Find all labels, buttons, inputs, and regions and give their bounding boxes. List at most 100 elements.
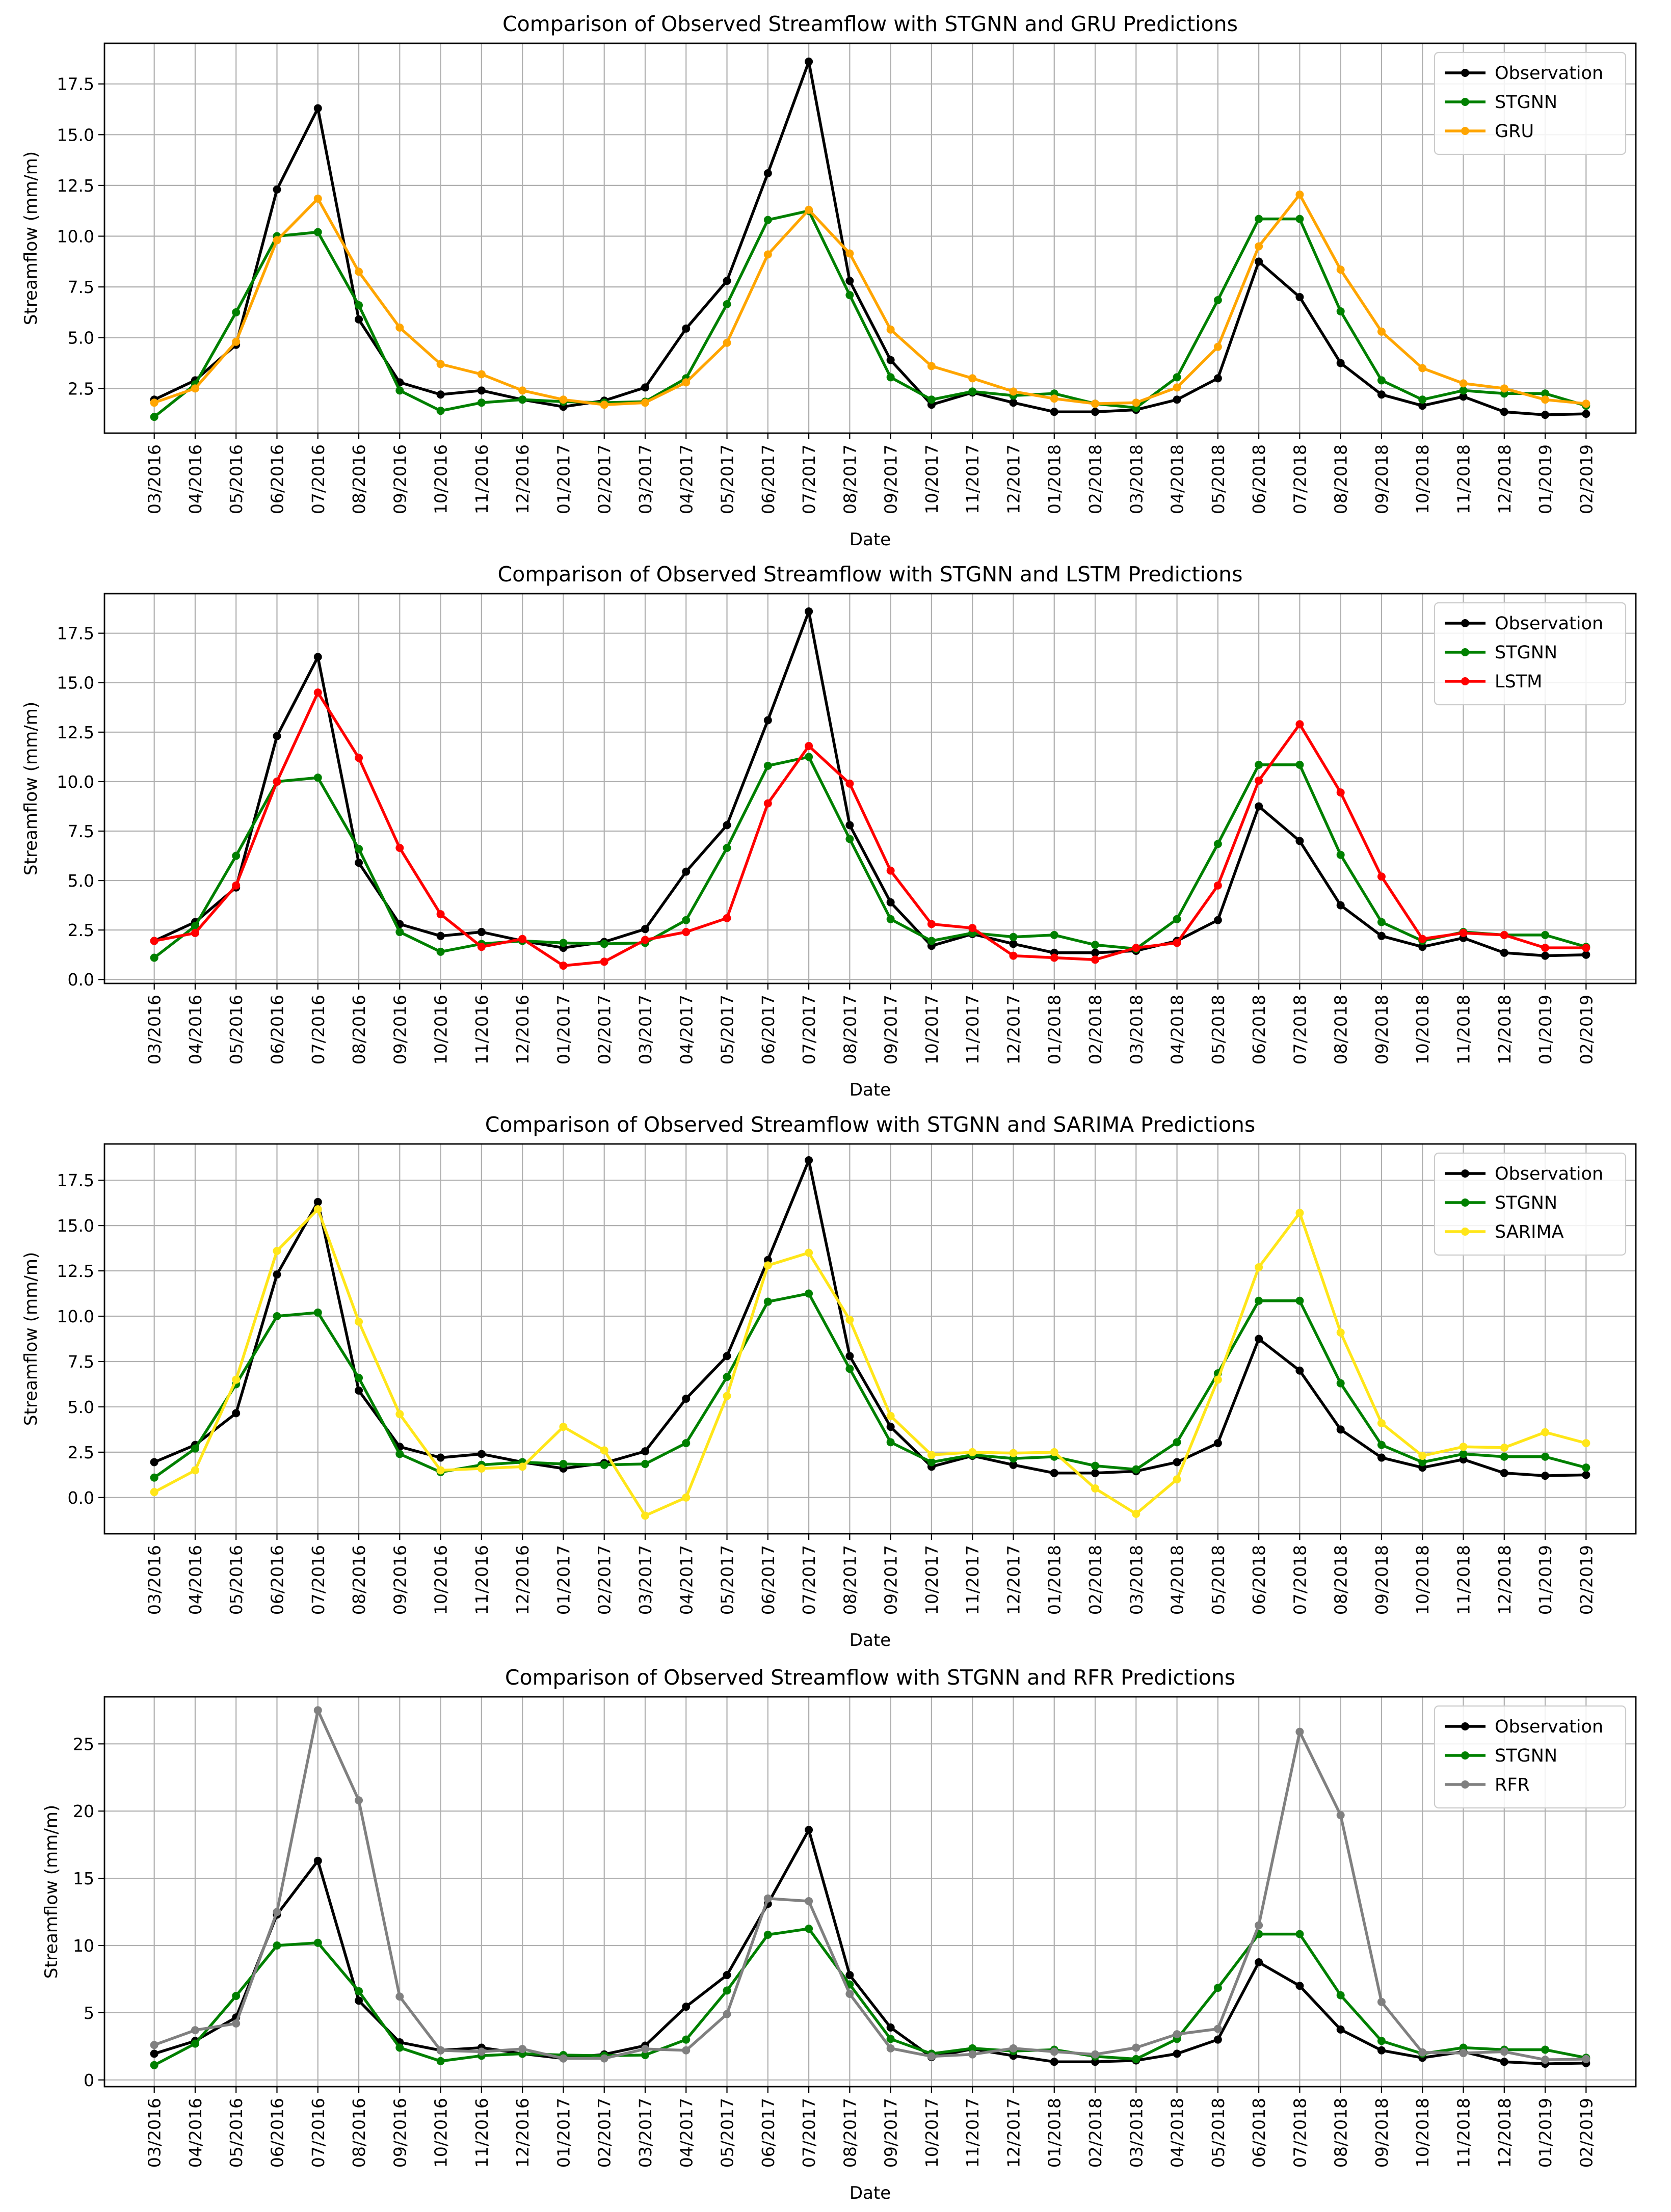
data-point-stgnn bbox=[886, 2035, 895, 2043]
y-axis-label: Streamflow (mm/m) bbox=[21, 151, 41, 325]
y-tick-label: 7.5 bbox=[68, 277, 94, 297]
data-point-observation bbox=[1377, 1453, 1386, 1462]
data-point-gru bbox=[436, 360, 445, 368]
data-point-observation bbox=[477, 928, 486, 937]
data-point-lstm bbox=[641, 936, 649, 944]
data-point-lstm bbox=[273, 777, 281, 786]
data-point-observation bbox=[682, 1394, 691, 1403]
data-point-gru bbox=[191, 384, 199, 393]
data-point-sarima bbox=[1500, 1443, 1508, 1452]
data-point-observation bbox=[1213, 1439, 1222, 1448]
x-tick-label: 11/2016 bbox=[472, 995, 492, 1064]
x-tick-label: 05/2016 bbox=[226, 2098, 246, 2168]
data-point-observation bbox=[1336, 2025, 1345, 2034]
x-tick-label: 12/2018 bbox=[1495, 444, 1515, 514]
data-point-lstm bbox=[1418, 935, 1427, 943]
data-point-lstm bbox=[1213, 881, 1222, 890]
y-tick-label: 7.5 bbox=[68, 1352, 94, 1372]
legend-marker-observation bbox=[1461, 1169, 1469, 1178]
x-tick-label: 12/2018 bbox=[1495, 1545, 1515, 1615]
x-tick-label: 05/2018 bbox=[1208, 444, 1228, 514]
data-point-sarima bbox=[641, 1511, 649, 1520]
x-tick-label: 11/2016 bbox=[472, 2098, 492, 2168]
data-point-stgnn bbox=[313, 1308, 322, 1317]
data-point-observation bbox=[1255, 257, 1263, 266]
data-point-rfr bbox=[600, 2054, 608, 2063]
y-tick-label: 0 bbox=[84, 2070, 94, 2090]
data-point-sarima bbox=[1009, 1449, 1018, 1457]
x-tick-label: 04/2018 bbox=[1168, 1545, 1187, 1615]
data-point-stgnn bbox=[1050, 930, 1058, 939]
data-point-stgnn bbox=[927, 937, 936, 945]
series-line-sarima bbox=[153, 1208, 1587, 1517]
data-point-stgnn bbox=[150, 2061, 158, 2069]
data-point-stgnn bbox=[1336, 850, 1345, 859]
data-point-observation bbox=[436, 931, 445, 940]
data-point-stgnn bbox=[1091, 1461, 1100, 1470]
x-tick-label: 03/2016 bbox=[145, 2098, 165, 2168]
data-point-lstm bbox=[1541, 944, 1550, 952]
data-point-lstm bbox=[1377, 872, 1386, 881]
data-point-stgnn bbox=[886, 1438, 895, 1447]
data-point-observation bbox=[1459, 392, 1468, 401]
data-point-observation bbox=[1336, 901, 1345, 910]
data-point-observation bbox=[805, 57, 813, 66]
data-point-rfr bbox=[1418, 2048, 1427, 2057]
data-point-observation bbox=[1582, 410, 1590, 418]
data-point-lstm bbox=[600, 957, 608, 966]
x-tick-label: 02/2019 bbox=[1576, 444, 1596, 514]
data-point-gru bbox=[641, 398, 649, 407]
x-tick-label: 04/2016 bbox=[185, 2098, 205, 2168]
data-point-stgnn bbox=[1255, 215, 1263, 223]
data-point-lstm bbox=[927, 920, 936, 928]
data-point-observation bbox=[1500, 1469, 1508, 1477]
x-tick-label: 01/2017 bbox=[553, 2098, 573, 2168]
data-point-gru bbox=[1377, 327, 1386, 336]
data-point-stgnn bbox=[355, 844, 363, 853]
data-point-rfr bbox=[1582, 2055, 1590, 2063]
legend-box bbox=[1434, 51, 1627, 155]
legend-label-stgnn: STGNN bbox=[1495, 643, 1557, 663]
data-point-rfr bbox=[150, 2041, 158, 2049]
chart-panel-4: Comparison of Observed Streamflow with S… bbox=[41, 1665, 1637, 2203]
data-point-gru bbox=[1132, 398, 1140, 407]
data-point-observation bbox=[1295, 293, 1304, 302]
data-point-stgnn bbox=[763, 761, 772, 770]
legend-marker-rfr bbox=[1461, 1780, 1469, 1789]
data-point-observation bbox=[1091, 1469, 1100, 1477]
x-tick-label: 01/2018 bbox=[1045, 444, 1065, 514]
y-tick-label: 0.0 bbox=[68, 1488, 94, 1508]
y-axis-label: Streamflow (mm/m) bbox=[41, 1805, 62, 1979]
data-point-stgnn bbox=[805, 1925, 813, 1933]
data-point-stgnn bbox=[1541, 389, 1550, 398]
x-tick-label: 09/2017 bbox=[881, 995, 901, 1064]
x-axis-label: Date bbox=[850, 1630, 891, 1650]
data-point-sarima bbox=[1336, 1328, 1345, 1337]
x-tick-label: 06/2017 bbox=[758, 444, 778, 514]
x-tick-label: 01/2019 bbox=[1535, 444, 1555, 514]
x-tick-label: 04/2016 bbox=[185, 995, 205, 1064]
data-point-stgnn bbox=[968, 2044, 977, 2053]
data-point-observation bbox=[313, 1197, 322, 1206]
data-point-stgnn bbox=[1336, 1379, 1345, 1388]
data-point-rfr bbox=[1091, 2050, 1100, 2059]
x-tick-label: 05/2017 bbox=[718, 444, 737, 514]
data-point-gru bbox=[477, 370, 486, 379]
data-point-observation bbox=[845, 1352, 854, 1361]
chart-title: Comparison of Observed Streamflow with S… bbox=[502, 12, 1238, 36]
data-point-stgnn bbox=[845, 1365, 854, 1373]
data-point-gru bbox=[927, 362, 936, 370]
x-axis-label: Date bbox=[850, 2183, 891, 2203]
x-tick-label: 07/2018 bbox=[1290, 444, 1310, 514]
data-point-rfr bbox=[1459, 2049, 1468, 2058]
data-point-observation bbox=[1500, 948, 1508, 957]
data-point-observation bbox=[1173, 1458, 1181, 1467]
data-point-stgnn bbox=[1459, 1450, 1468, 1458]
x-tick-label: 01/2017 bbox=[553, 1545, 573, 1615]
data-point-stgnn bbox=[927, 395, 936, 404]
y-tick-label: 5 bbox=[84, 2003, 94, 2023]
data-point-observation bbox=[805, 1156, 813, 1165]
x-tick-label: 12/2016 bbox=[513, 444, 533, 514]
data-point-lstm bbox=[1091, 955, 1100, 964]
x-tick-label: 03/2018 bbox=[1126, 2098, 1146, 2168]
